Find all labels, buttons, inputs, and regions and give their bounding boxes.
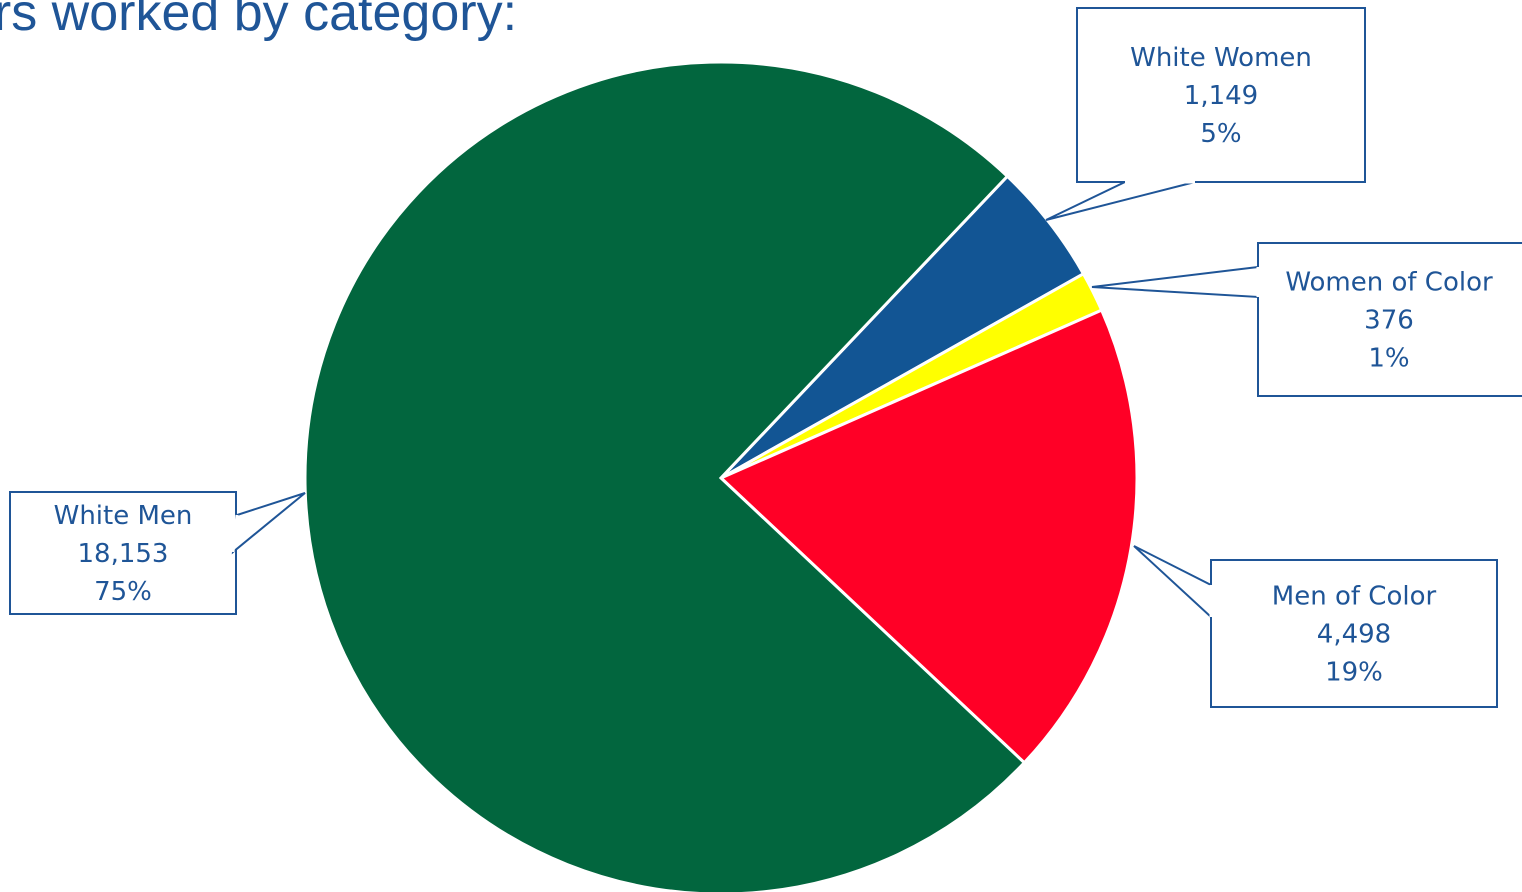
callout-name: Women of Color — [1285, 268, 1493, 298]
callouts: White Men 18,153 75% White Women 1,149 5% Wome… — [9, 7, 1522, 708]
callout-value: 4,498 — [1317, 620, 1391, 650]
callout-white-women: White Women 1,149 5% — [1045, 7, 1366, 221]
callout-pointer — [1091, 265, 1259, 299]
callout-value: 376 — [1364, 306, 1414, 336]
callout-women-of-color: Women of Color 376 1% — [1091, 242, 1522, 397]
callout-pointer — [1133, 545, 1212, 620]
callout-value: 18,153 — [78, 539, 169, 569]
callout-value: 1,149 — [1184, 81, 1258, 111]
callout-box — [9, 491, 237, 615]
callout-box — [1076, 7, 1366, 183]
callout-percent: 1% — [1368, 344, 1409, 374]
callout-white-men: White Men 18,153 75% — [9, 491, 306, 615]
pie-slices — [303, 60, 1139, 892]
chart-title: urs worked by category: — [0, 0, 517, 42]
callout-men-of-color: Men of Color 4,498 19% — [1133, 545, 1498, 708]
callout-pointer — [1045, 181, 1196, 221]
pie-slice-white-men — [303, 60, 1027, 892]
callout-percent: 75% — [94, 577, 152, 607]
callout-name: White Women — [1130, 43, 1312, 73]
callout-name: White Men — [54, 501, 193, 531]
callout-percent: 19% — [1325, 658, 1383, 688]
callout-box — [1210, 559, 1498, 708]
callout-pointer — [231, 492, 306, 555]
callout-name: Men of Color — [1272, 582, 1437, 612]
callout-box — [1257, 242, 1522, 397]
callout-percent: 5% — [1200, 119, 1241, 149]
pie-slice-men-of-color — [718, 308, 1139, 765]
